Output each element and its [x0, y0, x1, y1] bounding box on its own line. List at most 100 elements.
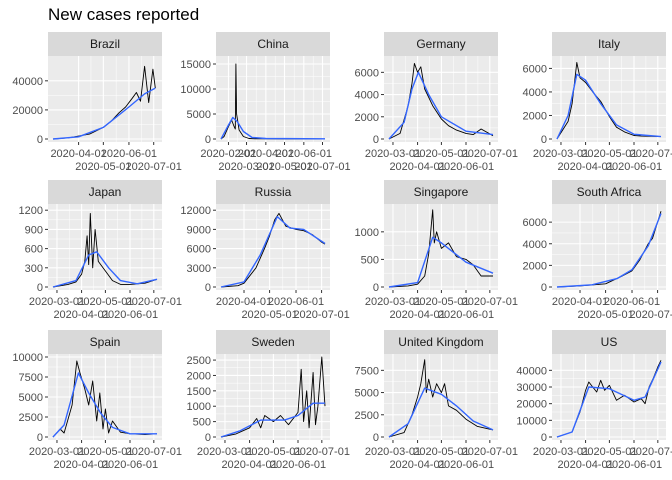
x-tick-label: 2020-07-01: [126, 161, 182, 173]
facet-strip-label: South Africa: [577, 185, 642, 199]
x-tick-label: 2020-04-01: [53, 459, 109, 471]
facet-panel: South Africa02000400060002020-04-012020-…: [523, 180, 672, 321]
smoothed-trend-line: [556, 213, 662, 288]
x-tick-label: 2020-07-01: [294, 446, 350, 458]
y-tick-label: 4000: [523, 87, 547, 99]
x-tick-label: 2020-02-01: [200, 148, 256, 160]
x-tick-label: 2020-03-01: [365, 446, 421, 458]
x-tick-label: 2020-06-01: [268, 296, 324, 308]
y-tick-label: 40000: [12, 76, 43, 88]
x-tick-label: 2020-07-01: [126, 446, 182, 458]
smoothed-trend-line: [556, 73, 662, 140]
smoothed-trend-line: [388, 387, 494, 438]
facet-strip-label: Spain: [90, 335, 121, 349]
y-tick-label: 500: [193, 417, 211, 429]
x-tick-label: 2020-06-01: [438, 309, 494, 321]
y-tick-label: 0: [541, 432, 547, 444]
y-tick-label: 20000: [12, 105, 43, 117]
y-tick-label: 600: [25, 244, 43, 256]
x-tick-label: 2020-05-01: [581, 148, 637, 160]
facet-panel: Japan030060090012002020-03-012020-04-012…: [19, 180, 182, 321]
y-tick-label: 10000: [12, 352, 43, 364]
x-tick-label: 2020-05-01: [256, 161, 312, 173]
x-tick-label: 2020-06-01: [438, 161, 494, 173]
x-tick-label: 2020-07-01: [293, 309, 349, 321]
x-tick-label: 2020-07-01: [126, 296, 182, 308]
facet-strip: [216, 330, 330, 354]
y-tick-label: 12000: [180, 205, 211, 217]
x-tick-label: 2020-04-01: [557, 459, 613, 471]
y-tick-label: 10000: [180, 84, 211, 96]
facet-strip-label: United Kingdom: [398, 335, 483, 349]
x-tick-label: 2020-07-01: [294, 161, 350, 173]
y-tick-label: 1200: [19, 205, 43, 217]
y-tick-label: 2500: [355, 410, 379, 422]
x-tick-label: 2020-03-01: [218, 161, 274, 173]
facet-strip-label: Russia: [255, 185, 292, 199]
x-tick-label: 2020-07-01: [462, 148, 518, 160]
facet-panel: China 0 5000 10000 15000 2020-02-012020-03-01…: [180, 32, 351, 173]
y-tick-label: 0: [205, 282, 211, 294]
y-tick-label: 20000: [516, 399, 547, 411]
y-tick-label: 0: [37, 134, 43, 146]
x-tick-label: 2020-03-01: [533, 446, 589, 458]
raw-daily-line: [52, 212, 158, 288]
facet-strip-label: Brazil: [90, 37, 120, 51]
smoothed-trend-line: [220, 402, 325, 438]
facet-panel: Singapore050010002020-03-012020-04-01202…: [355, 180, 518, 321]
x-tick-label: 2020-05-01: [77, 296, 133, 308]
x-tick-label: 2020-04-01: [552, 296, 608, 308]
x-tick-label: 2020-04-01: [216, 296, 272, 308]
y-tick-label: 2500: [19, 412, 43, 424]
facet-strip-label: Italy: [598, 37, 620, 51]
y-tick-label: 2000: [187, 370, 211, 382]
facet-panel: Italy02000400060002020-03-012020-04-0120…: [523, 32, 672, 173]
smoothed-trend-line: [52, 87, 156, 140]
x-tick-label: 2020-06-01: [606, 459, 662, 471]
smoothed-trend-line: [556, 361, 662, 438]
x-tick-label: 2020-05-01: [581, 446, 637, 458]
y-tick-label: 1500: [187, 386, 211, 398]
x-tick-label: 2020-04-01: [389, 459, 445, 471]
y-tick-label: 2000: [355, 112, 379, 124]
raw-daily-line: [220, 356, 326, 438]
x-tick-label: 2020-05-01: [241, 309, 297, 321]
facet-strip-label: China: [257, 37, 289, 51]
y-tick-label: 6000: [355, 67, 379, 79]
facet-strip-label: Singapore: [414, 185, 469, 199]
facet-strip-label: US: [601, 335, 618, 349]
y-tick-label: 1000: [187, 401, 211, 413]
chart-title: New cases reported: [48, 5, 200, 24]
y-tick-label: 4000: [355, 90, 379, 102]
x-tick-label: 2020-05-01: [77, 446, 133, 458]
smoothed-trend-line: [220, 215, 326, 288]
x-tick-label: 2020-05-01: [245, 446, 301, 458]
y-tick-label: 3000: [187, 263, 211, 275]
x-tick-label: 2020-04-01: [53, 309, 109, 321]
x-tick-label: 2020-07-01: [462, 446, 518, 458]
facet-strip: [552, 330, 666, 354]
smoothed-trend-line: [52, 372, 157, 438]
facet-strip: [216, 180, 330, 204]
y-tick-label: 0: [541, 134, 547, 146]
y-tick-label: 500: [361, 254, 379, 266]
y-tick-label: 300: [25, 263, 43, 275]
y-tick-label: 7500: [19, 372, 43, 384]
facet-strip: [384, 180, 498, 204]
y-tick-label: 0: [373, 432, 379, 444]
x-tick-label: 2020-06-01: [276, 148, 332, 160]
facet-strip-label: Germany: [416, 37, 465, 51]
y-tick-label: 900: [25, 224, 43, 236]
smoothed-trend-line: [388, 71, 494, 140]
y-tick-label: 0: [205, 432, 211, 444]
y-tick-label: 40000: [516, 365, 547, 377]
smoothed-trend-line: [220, 116, 326, 140]
plot-panel: [216, 56, 330, 142]
x-tick-label: 2020-05-01: [413, 446, 469, 458]
facet-strip: [48, 330, 162, 354]
y-tick-label: 4000: [523, 239, 547, 251]
facet-strip: [48, 180, 162, 204]
y-tick-label: 0: [373, 134, 379, 146]
y-tick-label: 7500: [355, 365, 379, 377]
